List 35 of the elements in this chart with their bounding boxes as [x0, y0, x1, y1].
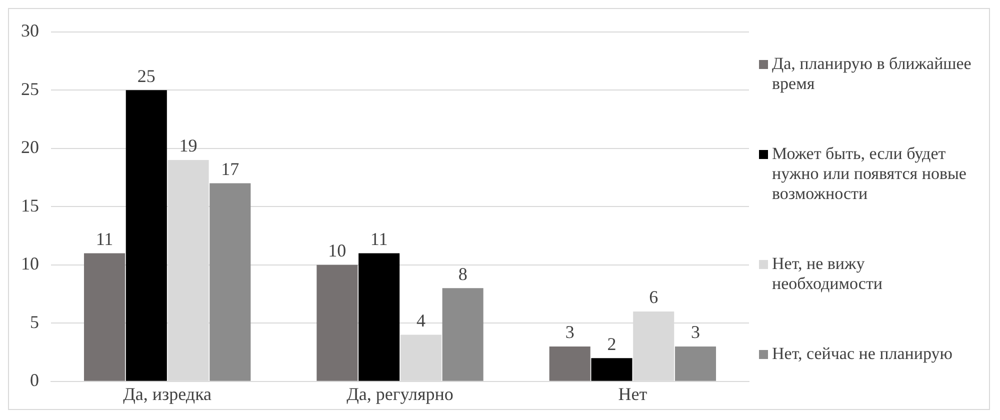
- bar: [84, 253, 126, 381]
- data-label: 8: [458, 264, 468, 284]
- legend-label: Нет, не вижу необходимости: [772, 254, 884, 294]
- data-label: 17: [221, 159, 240, 180]
- data-label: 11: [96, 228, 114, 249]
- data-label: 6: [649, 287, 658, 308]
- legend-label: Может быть, если будет нужно или появятся новые возможности: [772, 144, 968, 204]
- data-label: 11: [370, 228, 388, 249]
- y-tick-label: 25: [21, 78, 39, 99]
- y-tick-label: 0: [30, 370, 39, 390]
- data-label: 10: [328, 240, 346, 261]
- x-tick-label: Нет: [618, 384, 648, 404]
- y-tick-label: 20: [21, 137, 39, 158]
- data-label: 4: [416, 310, 426, 331]
- bar: [442, 288, 484, 381]
- x-tick-label: Да, изредка: [123, 384, 212, 404]
- bar: [674, 346, 716, 381]
- data-label: 3: [690, 322, 700, 342]
- data-label: 19: [179, 136, 198, 156]
- bar: [316, 264, 358, 381]
- data-label: 25: [137, 66, 156, 86]
- y-tick-label: 30: [21, 20, 39, 41]
- bar: [210, 183, 251, 381]
- bar: [358, 253, 400, 381]
- bar: [549, 346, 590, 381]
- y-tick-label: 10: [21, 254, 39, 274]
- y-tick-label: 15: [21, 195, 39, 216]
- x-tick-label: Да, регулярно: [346, 384, 454, 404]
- legend-label: Нет, сейчас не планирую: [772, 344, 952, 364]
- data-label: 3: [565, 322, 574, 342]
- data-label: 2: [607, 334, 616, 354]
- y-tick-label: 5: [30, 312, 39, 332]
- legend-label: Да, планирую в ближайшее время: [772, 54, 972, 94]
- bar: [591, 358, 632, 381]
- bar: [126, 90, 167, 381]
